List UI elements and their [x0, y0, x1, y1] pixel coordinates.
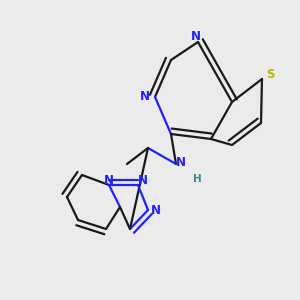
Text: N: N: [176, 155, 186, 169]
Text: N: N: [140, 91, 150, 103]
Text: N: N: [138, 173, 148, 187]
Text: S: S: [266, 68, 274, 80]
Text: N: N: [191, 31, 201, 44]
Text: N: N: [151, 203, 161, 217]
Text: N: N: [104, 173, 114, 187]
Text: H: H: [193, 174, 201, 184]
